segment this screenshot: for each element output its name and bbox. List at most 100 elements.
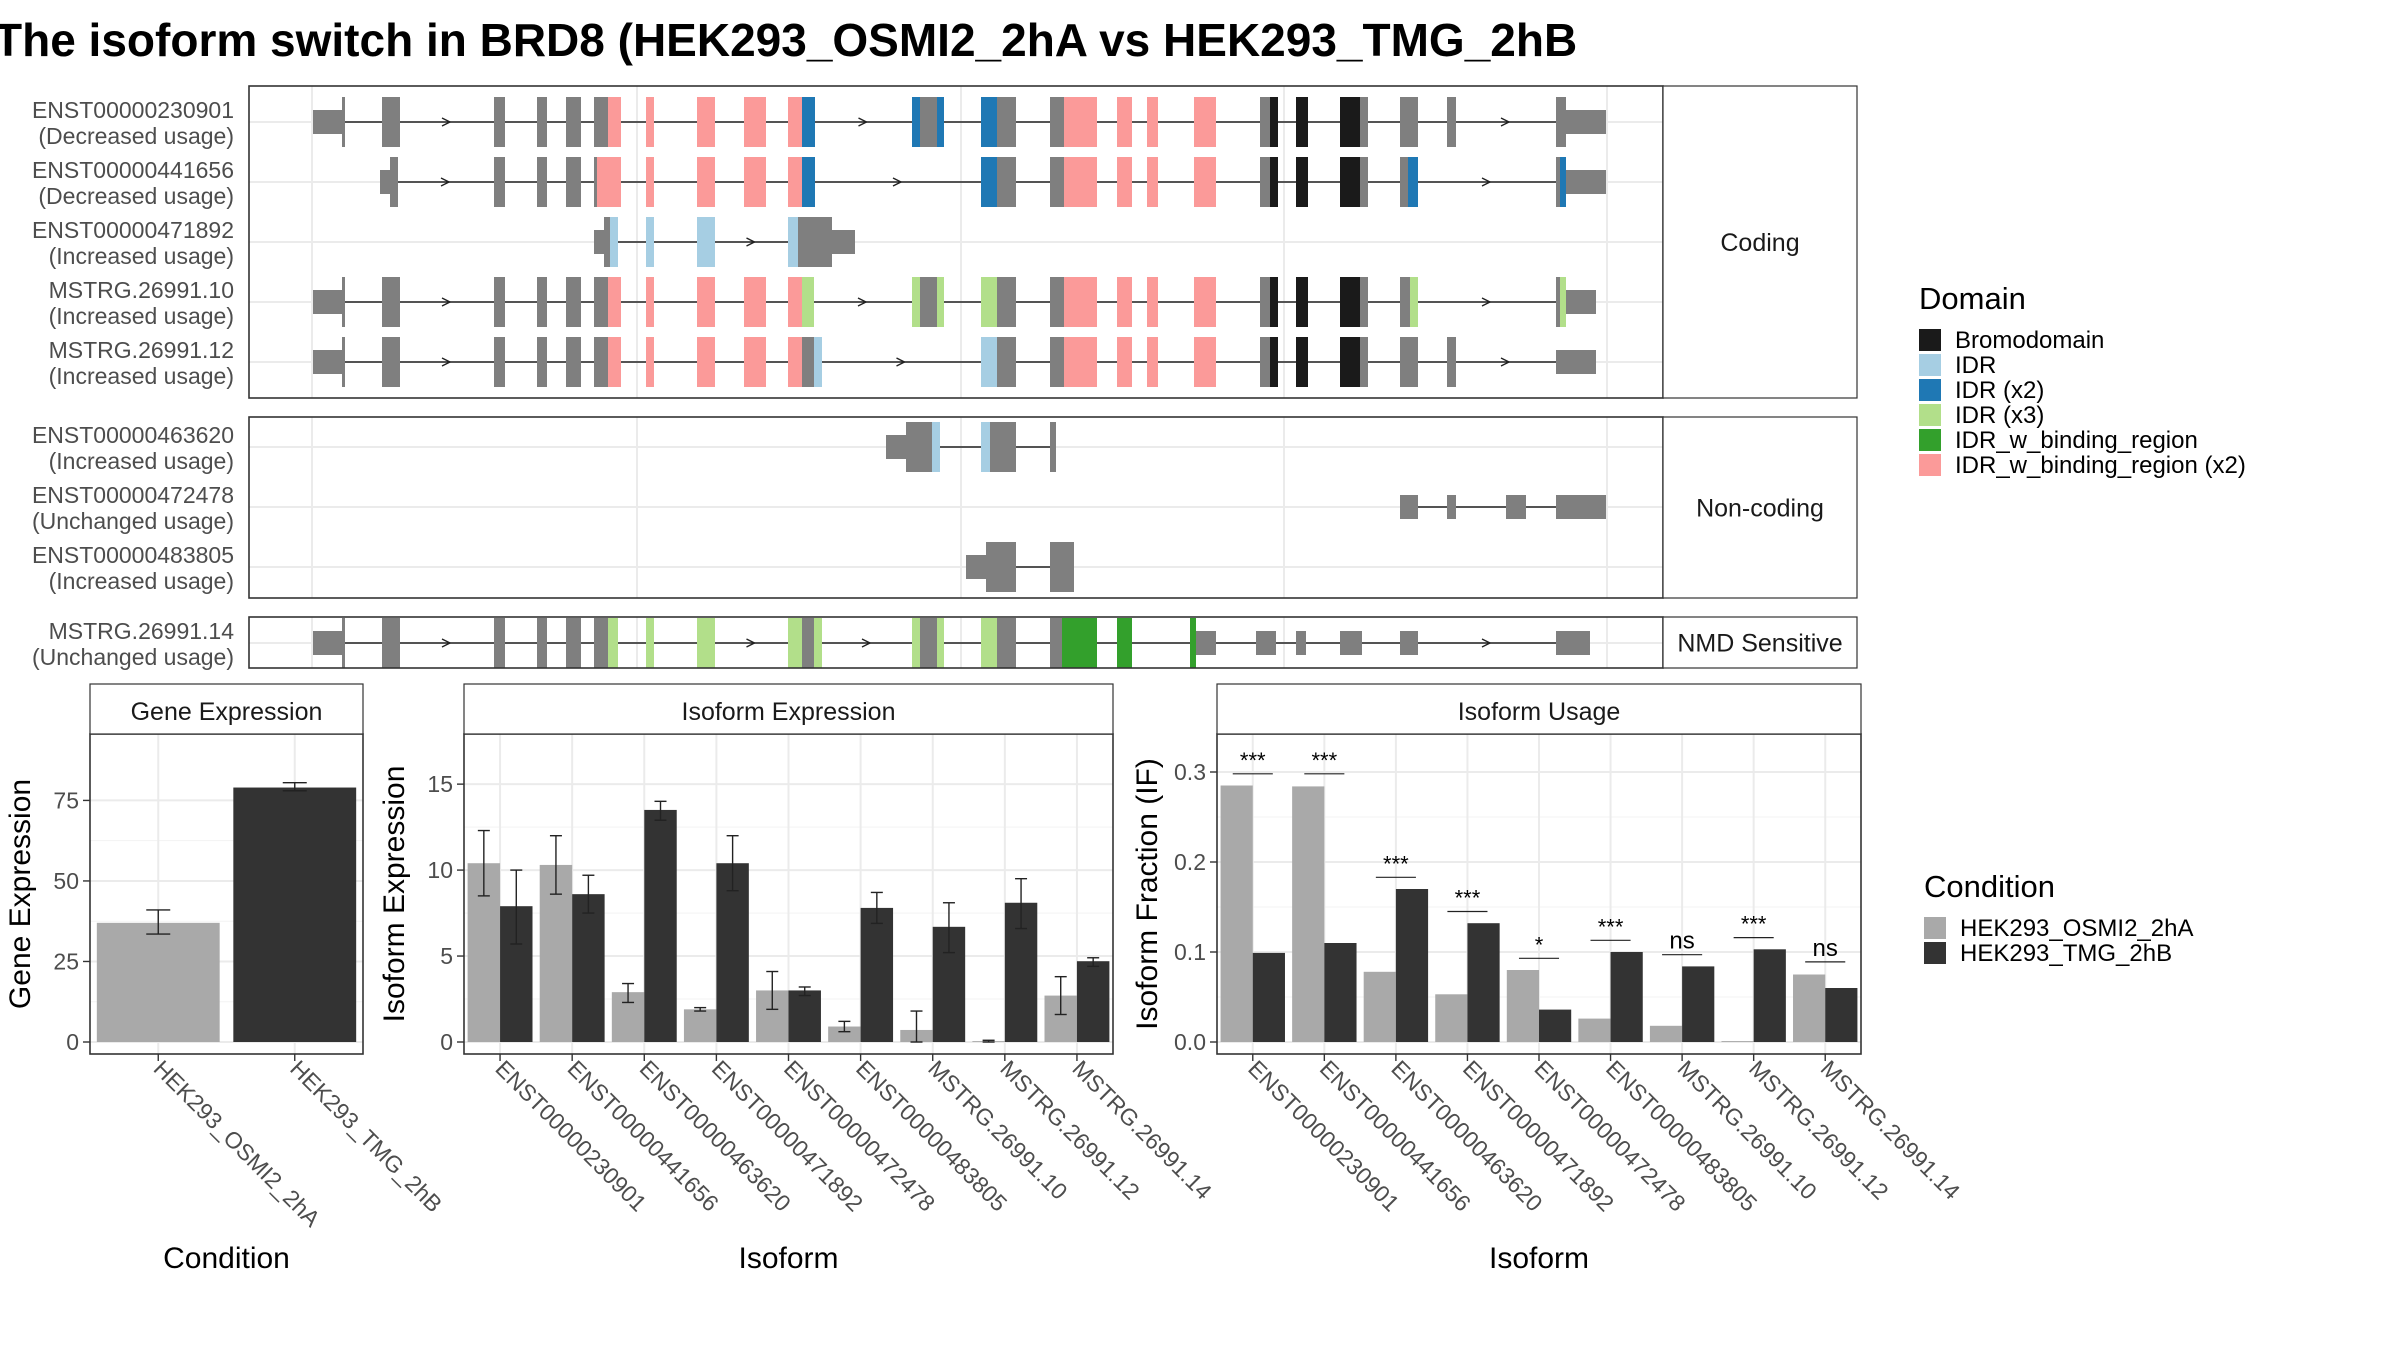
exon: [382, 277, 400, 327]
exon: [1400, 631, 1418, 655]
exon: [1260, 277, 1270, 327]
exon: [1064, 337, 1097, 387]
exon: [1556, 97, 1566, 147]
transcript-name: ENST00000230901: [32, 97, 234, 123]
exon: [1400, 277, 1410, 327]
exon: [1194, 97, 1216, 147]
exon: [382, 618, 400, 668]
exon: [1400, 337, 1418, 387]
exon: [1147, 277, 1158, 327]
exon: [313, 110, 342, 134]
exon: [997, 277, 1016, 327]
bar: [1363, 971, 1396, 1042]
exon: [1340, 631, 1362, 655]
bar: [1649, 1025, 1683, 1042]
exon: [981, 618, 997, 668]
legend-swatch: [1919, 429, 1941, 451]
exon: [1566, 170, 1606, 194]
x-axis-label: Isoform: [738, 1242, 838, 1275]
exon: [604, 217, 610, 267]
exon: [1050, 337, 1064, 387]
bar: [716, 863, 749, 1042]
chart-title: Isoform Usage: [1458, 698, 1621, 726]
y-axis-label: Isoform Fraction (IF): [1131, 758, 1164, 1030]
legend-label: HEK293_OSMI2_2hA: [1960, 915, 2193, 942]
transcript-usage: (Unchanged usage): [32, 508, 234, 534]
significance-label: ***: [1311, 748, 1337, 773]
transcript-name: ENST00000472478: [32, 482, 234, 508]
exon: [494, 337, 505, 387]
significance-label: ns: [1669, 928, 1694, 955]
bar: [1825, 988, 1858, 1042]
exon: [788, 97, 802, 147]
exon: [313, 350, 342, 374]
exon: [997, 97, 1016, 147]
exon: [1566, 290, 1596, 314]
exon: [566, 157, 581, 207]
exon: [342, 337, 345, 387]
transcript-label: MSTRG.26991.14(Unchanged usage): [32, 618, 234, 670]
exon: [1260, 157, 1270, 207]
exon: [594, 337, 608, 387]
exon: [697, 618, 715, 668]
exon: [537, 337, 547, 387]
exon: [566, 337, 581, 387]
exon: [1062, 618, 1097, 668]
strand-arrow: [858, 117, 869, 127]
strip-box: [1216, 683, 1862, 735]
exon: [788, 277, 802, 327]
y-tick-label: 0: [66, 1029, 79, 1055]
exon: [1117, 157, 1132, 207]
exon: [1296, 97, 1308, 147]
exon: [1117, 97, 1132, 147]
y-tick-label: 15: [427, 771, 453, 797]
exon: [788, 337, 802, 387]
exon: [744, 157, 766, 207]
exon: [990, 422, 1016, 472]
legend-label: IDR_w_binding_region: [1955, 427, 2198, 454]
y-axis-label: Gene Expression: [4, 779, 37, 1009]
strand-arrow: [1481, 177, 1492, 187]
exon: [981, 277, 997, 327]
exon: [597, 157, 621, 207]
exon: [1147, 97, 1158, 147]
transcript-name: MSTRG.26991.10: [49, 277, 234, 303]
exon: [1360, 97, 1368, 147]
y-tick-label: 50: [53, 868, 79, 894]
exon: [1260, 97, 1270, 147]
exon: [646, 618, 654, 668]
y-tick-label: 0: [440, 1029, 453, 1055]
transcript-usage: (Increased usage): [49, 243, 234, 269]
transcript-label: ENST00000463620(Increased usage): [32, 422, 234, 474]
exon: [1556, 157, 1560, 207]
strand-arrow: [441, 117, 452, 127]
exon: [342, 277, 345, 327]
exon: [912, 277, 920, 327]
exon: [494, 618, 505, 668]
exon: [744, 277, 766, 327]
strand-arrow: [746, 638, 757, 648]
exon: [697, 217, 715, 267]
exon: [1296, 631, 1306, 655]
exon: [697, 337, 715, 387]
exon: [986, 542, 1016, 592]
panel-coding: ENST00000230901(Decreased usage)ENST0000…: [32, 85, 1858, 399]
bar: [233, 787, 357, 1042]
legend-swatch: [1919, 354, 1941, 376]
exon: [744, 337, 766, 387]
exon: [1296, 157, 1308, 207]
strand-arrow: [441, 638, 452, 648]
strand-arrow: [441, 297, 452, 307]
exon: [1566, 110, 1606, 134]
exon: [382, 337, 400, 387]
transcript-name: ENST00000483805: [32, 542, 234, 568]
exon: [566, 618, 581, 668]
exon: [594, 618, 608, 668]
exon: [537, 97, 547, 147]
exon: [920, 618, 937, 668]
exon: [608, 277, 621, 327]
exon: [997, 337, 1016, 387]
strip-box: [1662, 416, 1858, 599]
transcript-structure-panels: ENST00000230901(Decreased usage)ENST0000…: [32, 85, 1858, 670]
